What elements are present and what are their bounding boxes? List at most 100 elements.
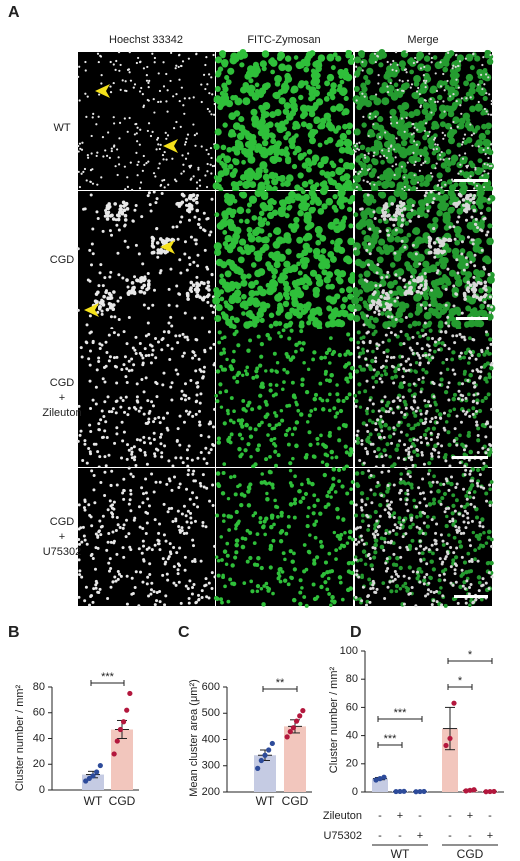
nucleus: [118, 137, 121, 140]
zymosan: [351, 296, 360, 305]
zymosan: [276, 515, 280, 519]
nucleus: [415, 90, 419, 93]
nucleus: [184, 394, 188, 398]
nucleus: [355, 65, 358, 68]
zymosan: [296, 261, 301, 267]
nucleus: [170, 347, 174, 351]
nucleus: [357, 575, 361, 579]
nucleus: [169, 315, 173, 319]
nucleus: [155, 197, 159, 201]
zymosan: [440, 162, 448, 169]
zymosan: [466, 433, 471, 438]
zymosan: [281, 83, 290, 92]
zymosan: [263, 168, 269, 174]
zymosan: [263, 111, 270, 118]
zymosan: [233, 317, 240, 324]
zymosan: [226, 218, 235, 227]
nucleus: [207, 451, 211, 455]
zymosan: [385, 442, 390, 447]
nucleus: [446, 79, 449, 83]
nucleus: [151, 236, 156, 241]
zymosan: [301, 180, 309, 188]
zymosan: [439, 482, 443, 487]
zymosan: [476, 536, 482, 541]
nucleus: [433, 255, 437, 259]
zymosan: [298, 601, 303, 607]
nucleus: [103, 380, 107, 384]
zymosan: [297, 489, 302, 494]
nucleus: [183, 555, 187, 559]
nucleus: [185, 335, 189, 339]
nucleus: [113, 315, 117, 319]
nucleus: [380, 380, 384, 384]
zymosan: [244, 141, 252, 148]
zymosan: [368, 432, 373, 437]
zymosan: [333, 244, 342, 253]
nucleus: [482, 217, 486, 221]
zymosan: [313, 392, 318, 397]
zymosan: [308, 110, 316, 118]
nucleus: [123, 213, 128, 218]
nucleus: [430, 61, 433, 64]
zymosan: [427, 461, 432, 466]
nucleus: [170, 506, 174, 510]
nucleus: [178, 546, 182, 550]
zymosan: [319, 355, 324, 361]
nucleus: [186, 587, 190, 591]
nucleus: [400, 218, 405, 222]
zymosan: [241, 311, 246, 316]
nucleus: [182, 532, 186, 536]
zymosan: [257, 268, 266, 276]
nucleus: [472, 275, 476, 279]
nucleus: [378, 229, 382, 233]
zymosan: [393, 189, 402, 198]
zymosan: [221, 519, 226, 523]
nucleus: [415, 143, 418, 146]
nucleus: [483, 107, 486, 111]
nucleus: [117, 273, 121, 277]
zymosan: [477, 408, 483, 414]
zymosan: [438, 320, 444, 326]
zymosan: [338, 408, 344, 414]
zymosan: [481, 108, 489, 116]
nucleus: [127, 532, 131, 536]
nucleus: [98, 342, 102, 346]
nucleus: [124, 201, 129, 206]
nucleus: [183, 252, 187, 256]
zymosan: [443, 60, 450, 67]
zymosan: [335, 383, 339, 387]
zymosan: [451, 558, 456, 563]
zymosan: [248, 482, 253, 487]
zymosan: [340, 484, 345, 489]
nucleus: [100, 82, 103, 85]
zymosan: [419, 387, 424, 392]
nucleus: [170, 51, 173, 54]
zymosan: [398, 342, 404, 347]
zymosan: [307, 247, 313, 253]
nucleus: [100, 524, 104, 528]
nucleus: [354, 537, 358, 541]
zymosan: [234, 142, 240, 148]
zymosan: [353, 248, 361, 257]
nucleus: [210, 571, 214, 575]
nucleus: [176, 568, 180, 572]
nucleus: [390, 202, 394, 206]
zymosan: [392, 511, 397, 515]
nucleus: [206, 280, 211, 285]
zymosan: [408, 437, 413, 443]
nucleus: [353, 439, 357, 443]
zymosan: [232, 122, 241, 130]
nucleus: [433, 448, 437, 452]
nucleus: [372, 210, 376, 214]
nucleus: [191, 586, 195, 590]
zymosan: [335, 515, 341, 520]
zymosan: [436, 209, 443, 217]
nucleus: [490, 164, 493, 167]
nucleus: [201, 520, 205, 524]
nucleus: [392, 213, 397, 218]
nucleus: [107, 359, 111, 363]
nucleus: [78, 185, 82, 189]
nucleus: [368, 339, 372, 343]
nucleus: [140, 86, 143, 90]
nucleus: [416, 128, 419, 131]
